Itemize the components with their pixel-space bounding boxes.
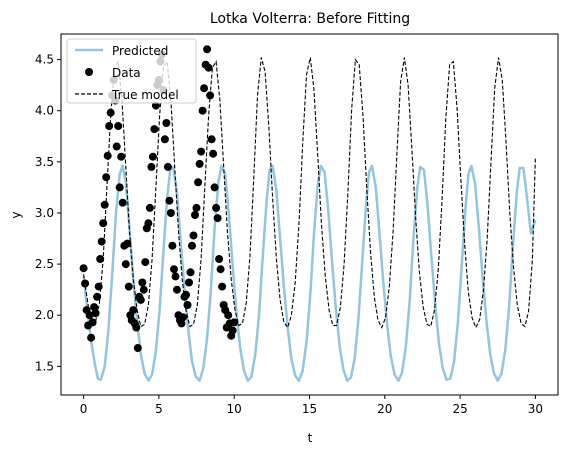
legend-predicted-label: Predicted [112,44,168,58]
data-point [189,231,198,240]
data-point [145,203,154,212]
y-tick-label: 1.5 [35,359,54,373]
data-point [177,319,186,328]
data-point [162,119,171,127]
data-point [150,125,159,134]
data-point [99,219,108,228]
data-point [163,162,172,171]
legend: Predicted Data True model [66,38,197,104]
data-point [148,152,157,161]
series-true-model-line [83,57,536,329]
data-point [168,241,177,250]
data-point [141,258,150,267]
x-tick-label: 0 [80,402,88,416]
data-point [117,152,126,161]
data-point [207,135,216,144]
data-point [114,122,123,130]
data-point [102,173,111,182]
data-point [216,265,225,274]
data-point [115,183,124,192]
x-tick-label: 25 [452,402,467,416]
data-point [87,333,96,342]
data-point [200,84,209,93]
x-tick-label: 30 [528,402,543,416]
y-axis-label: y [9,211,23,218]
data-point [160,135,169,144]
legend-data-label: Data [112,66,141,80]
x-tick-label: 5 [155,402,163,416]
data-point [139,285,148,294]
data-point [182,290,190,299]
data-point [106,108,115,117]
data-point [132,323,141,332]
data-point [224,311,233,320]
data-point [105,122,114,130]
plot-area [60,33,559,396]
data-point [79,264,88,273]
data-point [151,101,160,110]
data-point [212,203,221,212]
data-point [228,326,237,335]
data-point [213,214,222,223]
data-point [173,285,181,294]
data-point [204,63,213,72]
data-point [136,295,145,304]
data-point [90,303,99,312]
series-layer [79,45,537,382]
chart-title: Lotka Volterra: Before Fitting [210,11,410,27]
x-tick-label: 20 [377,402,392,416]
y-tick-label: 3.5 [35,155,54,169]
data-point [103,151,112,160]
legend-data-swatch [85,68,93,76]
data-point [138,278,147,287]
data-point [179,313,187,322]
data-point [123,239,132,248]
data-point [121,260,130,269]
data-point [192,203,201,212]
x-tick-label: 10 [227,402,242,416]
data-point [165,196,174,205]
data-point [185,278,193,287]
data-point [198,106,207,115]
x-tick-label: 15 [302,402,317,416]
data-point [170,265,178,274]
legend-true-model-label: True model [111,88,179,102]
data-point [96,255,105,263]
data-point [197,147,206,156]
data-point [91,309,100,318]
y-axis-ticks: 1.5 2.0 2.5 3.0 3.5 4.0 4.5 [35,53,61,373]
data-point [191,211,199,219]
data-point [166,209,175,217]
data-point [147,162,156,171]
data-point [194,178,203,187]
data-point [118,198,127,207]
y-tick-label: 2.5 [35,257,54,271]
y-tick-label: 4.0 [35,104,54,118]
legend-box [66,38,197,104]
data-point [230,318,239,327]
data-point [203,45,212,54]
data-point [144,219,153,228]
data-point [124,282,133,291]
data-point [215,255,224,263]
data-point [188,241,196,250]
data-point [93,292,102,301]
data-point [210,183,219,192]
x-axis-ticks: 0 5 10 15 20 25 30 [80,395,543,416]
data-point [171,272,180,281]
series-predicted-line [82,164,537,382]
data-point [133,344,142,352]
data-point [112,142,121,151]
x-axis-label: t [308,431,313,445]
y-tick-label: 3.0 [35,206,54,220]
y-tick-label: 2.0 [35,308,54,322]
y-tick-label: 4.5 [35,53,54,67]
data-point [195,159,204,168]
data-point [209,149,218,158]
data-point [218,282,227,291]
data-point [186,268,195,277]
data-point [129,306,138,315]
data-point [100,200,109,209]
